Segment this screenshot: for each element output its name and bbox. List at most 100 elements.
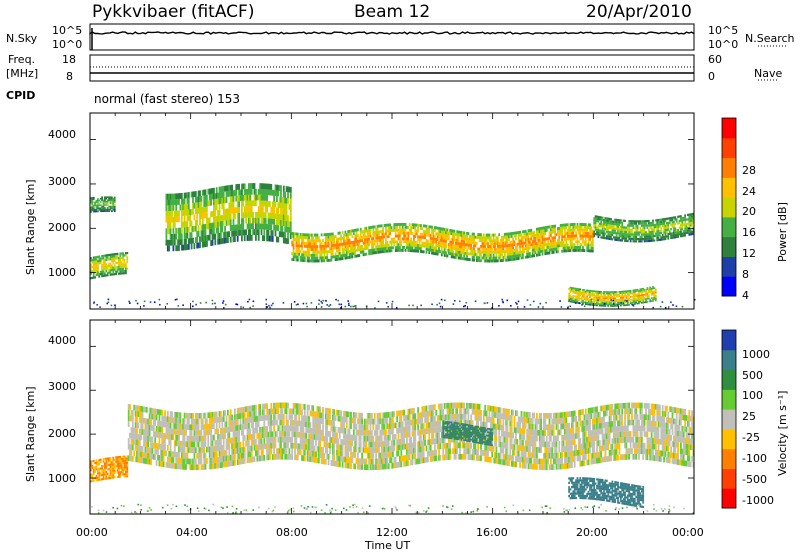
power-cell xyxy=(579,225,582,229)
velocity-cell xyxy=(229,460,232,467)
velocity-cell xyxy=(178,463,180,470)
power-cell xyxy=(596,293,598,296)
velocity-cell xyxy=(157,409,159,415)
power-cell xyxy=(590,232,593,236)
power-cell xyxy=(111,199,113,202)
power-cell xyxy=(232,196,235,202)
power-cell xyxy=(171,216,173,223)
power-cell xyxy=(418,223,421,227)
power-cell xyxy=(105,210,108,212)
power-cell xyxy=(432,234,435,238)
power-cell xyxy=(433,252,436,255)
power-cell xyxy=(123,258,126,261)
power-cell xyxy=(580,237,583,241)
power-cell xyxy=(578,299,580,301)
power-cell xyxy=(536,253,538,257)
power-cell xyxy=(341,242,344,246)
power-cell xyxy=(565,246,568,250)
power-speckle xyxy=(412,304,414,307)
velocity-cell xyxy=(95,479,98,482)
power-cell xyxy=(280,185,282,192)
power-cell xyxy=(169,193,172,200)
power-cell xyxy=(428,251,431,255)
power-cell xyxy=(480,233,482,237)
power-cell xyxy=(615,292,618,295)
velocity-cell xyxy=(234,437,236,443)
velocity-cell xyxy=(194,447,197,453)
power-cell xyxy=(684,214,686,217)
power-cell xyxy=(313,239,316,243)
power-cell xyxy=(688,220,691,223)
power-cell xyxy=(392,237,394,241)
power-cell xyxy=(389,232,391,235)
power-cell xyxy=(583,223,586,226)
power-cell xyxy=(650,228,653,231)
velocity-cell xyxy=(126,457,129,460)
power-speckle xyxy=(589,304,591,306)
power-cell xyxy=(262,183,264,190)
power-cell xyxy=(111,264,113,267)
power-cell xyxy=(232,207,235,214)
power-cell xyxy=(343,242,345,246)
power-cell xyxy=(113,204,116,206)
power-cell xyxy=(211,234,214,240)
velocity-cell xyxy=(183,452,186,459)
power-cell xyxy=(267,224,270,230)
velocity-cell xyxy=(134,456,137,463)
power-cell xyxy=(464,257,467,261)
power-cell xyxy=(540,241,542,245)
power-cell xyxy=(295,235,298,239)
power-cell xyxy=(322,259,324,263)
power-cell xyxy=(225,208,228,215)
power-cell xyxy=(113,201,116,203)
velocity-cell xyxy=(151,442,154,448)
power-cell xyxy=(591,243,594,247)
power-cell xyxy=(222,197,225,204)
power-cell xyxy=(481,239,484,243)
velocity-cell xyxy=(186,458,189,465)
velocity-cell xyxy=(164,433,166,439)
power-cell xyxy=(617,230,619,233)
power-cell xyxy=(520,242,523,245)
power-cell xyxy=(498,247,501,251)
vel-cb-tick-m25: -25 xyxy=(742,431,760,444)
power-cell xyxy=(115,261,117,264)
power-cell xyxy=(656,236,659,239)
power-cell xyxy=(591,235,594,239)
nsky-tick-top: 10^5 xyxy=(52,24,83,37)
power-cell xyxy=(98,262,101,265)
power-cell xyxy=(382,227,384,230)
power-cell xyxy=(390,229,393,232)
power-cell xyxy=(591,241,594,244)
power-cell xyxy=(675,229,678,232)
power-cell xyxy=(90,266,92,269)
power-cell xyxy=(95,199,98,202)
power-cell xyxy=(684,225,686,228)
power-cell xyxy=(603,223,605,226)
power-cell xyxy=(206,235,208,241)
power-cell xyxy=(380,224,383,228)
power-cell xyxy=(652,230,654,233)
power-speckle xyxy=(93,302,95,305)
power-cell xyxy=(557,247,559,251)
power-cell xyxy=(474,235,477,239)
velocity-cell xyxy=(193,464,196,471)
velocity-cell xyxy=(171,434,173,440)
power-cell xyxy=(289,210,292,216)
velocity-cell xyxy=(227,438,229,444)
power-cell xyxy=(382,250,384,253)
power-cell xyxy=(394,249,397,252)
power-cell xyxy=(550,245,552,249)
power-cell xyxy=(400,243,403,247)
power-cell xyxy=(112,253,115,256)
velocity-cell xyxy=(169,462,172,469)
power-cell xyxy=(413,234,415,238)
power-cell xyxy=(594,290,597,293)
power-cell xyxy=(217,215,219,222)
velocity-cell xyxy=(126,455,129,458)
power-cell xyxy=(629,293,632,295)
power-cell xyxy=(351,241,354,244)
power-cell xyxy=(463,231,466,235)
velocity-cell xyxy=(126,462,129,465)
power-cell xyxy=(550,239,552,243)
